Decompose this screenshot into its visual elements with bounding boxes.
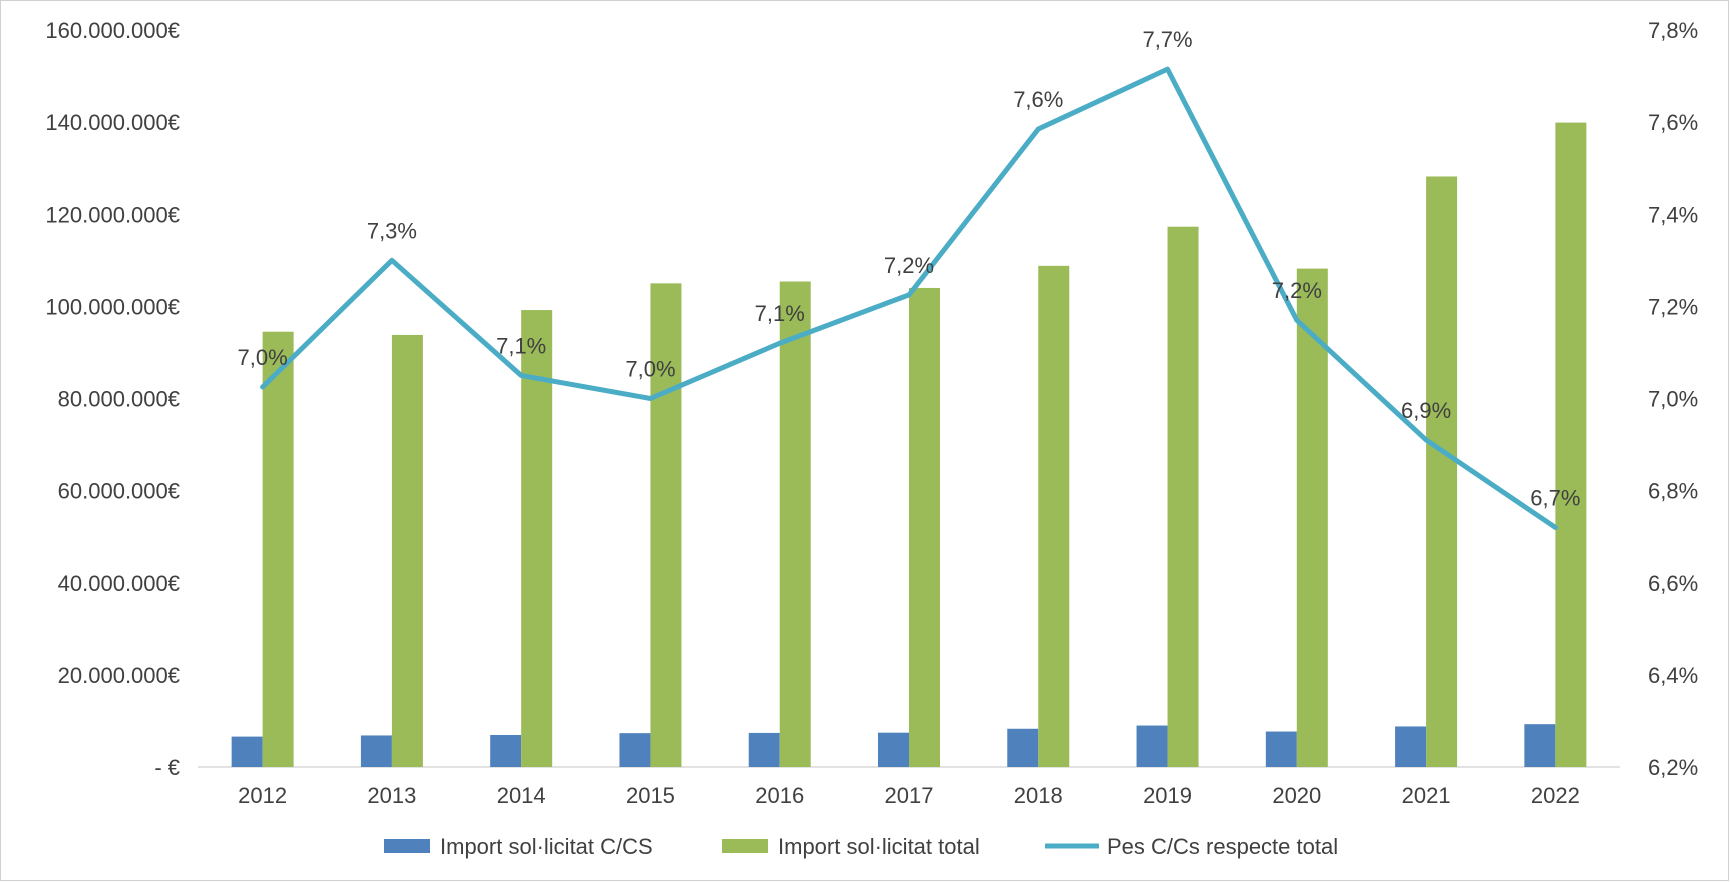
right-axis-tick-label: 7,4%	[1648, 202, 1698, 227]
left-axis-tick-label: 160.000.000€	[45, 18, 180, 43]
right-axis-tick-label: 7,0%	[1648, 387, 1698, 412]
x-axis-tick-label: 2019	[1143, 783, 1192, 808]
legend-swatch	[722, 839, 768, 853]
x-axis-tick-label: 2014	[497, 783, 546, 808]
x-axis-tick-label: 2021	[1402, 783, 1451, 808]
bar-total	[1555, 122, 1587, 767]
bar-cc	[360, 735, 392, 767]
bar-cc	[1136, 725, 1168, 767]
bar-total	[391, 334, 423, 767]
line-series	[260, 66, 1558, 530]
x-axis-ticks: 2012 2013 2014 2015 2016 2017 2018 2019 2020 2021…	[238, 783, 1580, 808]
line-data-label: 6,9%	[1401, 398, 1451, 423]
x-axis-tick-label: 2012	[238, 783, 287, 808]
legend-label: Pes C/Cs respecte total	[1107, 834, 1338, 859]
bar-cc	[1524, 724, 1556, 767]
left-axis-tick-label: 60.000.000€	[58, 479, 180, 504]
left-axis-ticks: - € 20.000.000€ 40.000.000€ 60.000.000€ 80.0…	[45, 18, 180, 780]
bar-cc	[878, 732, 909, 767]
legend: Import sol·licitat C/CS Import sol·licita…	[384, 834, 1338, 859]
bar-total	[909, 287, 940, 767]
left-axis-tick-label: - €	[154, 755, 180, 780]
left-axis-tick-label: 20.000.000€	[58, 663, 180, 688]
left-axis-tick-label: 100.000.000€	[45, 294, 180, 319]
bar-series	[231, 122, 1587, 767]
right-axis-ticks: 6,2% 6,4% 6,6% 6,8% 7,0% 7,2% 7,4% 7,6% 7,8%	[1648, 18, 1698, 780]
left-axis-tick-label: 140.000.000€	[45, 110, 180, 135]
line-data-label: 7,2%	[884, 253, 934, 278]
line-data-label: 7,6%	[1013, 87, 1063, 112]
bar-total	[1296, 268, 1328, 767]
right-axis-tick-label: 7,2%	[1648, 294, 1698, 319]
bar-total	[650, 283, 682, 767]
left-axis-tick-label: 80.000.000€	[58, 387, 180, 412]
bar-total	[1038, 265, 1070, 767]
x-axis-tick-label: 2022	[1531, 783, 1580, 808]
right-axis-tick-label: 6,6%	[1648, 571, 1698, 596]
x-axis-tick-label: 2016	[755, 783, 804, 808]
left-axis-tick-label: 120.000.000€	[45, 202, 180, 227]
bar-total	[1426, 176, 1458, 767]
bar-total	[1167, 226, 1199, 767]
line-data-label: 7,2%	[1272, 278, 1322, 303]
bar-cc	[1265, 731, 1297, 767]
x-axis-tick-label: 2018	[1014, 783, 1063, 808]
bar-cc	[748, 732, 780, 767]
line-data-label: 6,7%	[1530, 485, 1580, 510]
bar-cc	[490, 734, 522, 767]
right-axis-tick-label: 6,2%	[1648, 755, 1698, 780]
line-data-label: 7,1%	[496, 333, 546, 358]
right-axis-tick-label: 6,8%	[1648, 479, 1698, 504]
legend-label: Import sol·licitat total	[778, 834, 980, 859]
right-axis-tick-label: 6,4%	[1648, 663, 1698, 688]
line-data-label: 7,7%	[1142, 27, 1192, 52]
bar-total	[521, 310, 553, 767]
line-data-label: 7,0%	[238, 345, 288, 370]
x-axis-tick-label: 2020	[1272, 783, 1321, 808]
line-pes-cc	[260, 66, 1558, 530]
left-axis-tick-label: 40.000.000€	[58, 571, 180, 596]
legend-swatch	[384, 839, 430, 853]
line-data-label: 7,3%	[367, 218, 417, 243]
line-data-labels: 7,0% 7,3% 7,1% 7,0% 7,1% 7,2% 7,6% 7,7% 7,2% 6,9%…	[238, 27, 1581, 510]
right-axis-tick-label: 7,8%	[1648, 18, 1698, 43]
bar-total	[262, 331, 294, 767]
right-axis-tick-label: 7,6%	[1648, 110, 1698, 135]
line-data-label: 7,0%	[625, 357, 675, 382]
legend-label: Import sol·licitat C/CS	[440, 834, 653, 859]
x-axis-tick-label: 2013	[367, 783, 416, 808]
bar-total	[779, 281, 811, 767]
line-data-label: 7,1%	[755, 301, 805, 326]
bar-cc	[231, 736, 263, 767]
bar-cc	[1395, 726, 1427, 767]
x-axis-tick-label: 2015	[626, 783, 675, 808]
bar-cc	[1007, 728, 1039, 767]
x-axis-tick-label: 2017	[885, 783, 934, 808]
bar-cc	[619, 733, 651, 767]
